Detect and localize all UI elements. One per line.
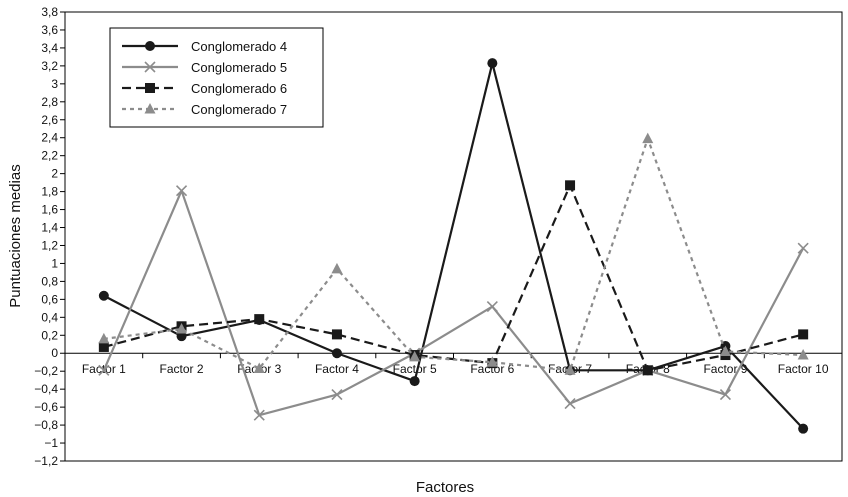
y-tick-label: 0,4 xyxy=(41,310,58,324)
y-tick-label: 3,2 xyxy=(41,59,58,73)
data-point xyxy=(176,331,187,342)
data-point xyxy=(798,329,809,340)
data-point xyxy=(176,322,188,334)
y-tick-label: 2,6 xyxy=(41,113,58,127)
legend-label: Conglomerado 7 xyxy=(191,102,287,117)
data-point xyxy=(487,58,498,69)
data-point xyxy=(331,329,342,340)
y-tick-label: 1,8 xyxy=(41,185,58,199)
data-point xyxy=(98,341,109,352)
y-tick-label: 1 xyxy=(51,256,58,270)
y-tick-label: −0,4 xyxy=(34,382,58,396)
y-tick-label: −0,8 xyxy=(34,418,58,432)
series-line-1 xyxy=(103,62,804,430)
y-tick-label: 0,2 xyxy=(41,328,58,342)
y-tick-label: 3 xyxy=(51,77,58,91)
y-tick-label: 3,4 xyxy=(41,41,58,55)
series-layer xyxy=(98,58,809,434)
data-point xyxy=(331,262,343,274)
legend-label: Conglomerado 4 xyxy=(191,39,287,54)
y-tick-label: 2,8 xyxy=(41,95,58,109)
data-point xyxy=(254,314,265,325)
data-point xyxy=(145,41,155,51)
data-point xyxy=(98,332,110,344)
data-point xyxy=(409,350,421,362)
y-tick-label: 2 xyxy=(51,167,58,181)
x-tick-label: Factor 4 xyxy=(315,362,359,376)
legend-label: Conglomerado 6 xyxy=(191,81,287,96)
y-axis-title: Puntuaciones medias xyxy=(7,164,24,307)
y-tick-label: −1 xyxy=(44,436,58,450)
x-tick-label: Factor 6 xyxy=(470,362,514,376)
y-tick-label: 0,8 xyxy=(41,274,58,288)
data-point xyxy=(797,242,809,254)
y-tick-label: 3,6 xyxy=(41,23,58,37)
y-tick-label: 2,4 xyxy=(41,131,58,145)
data-point xyxy=(409,376,420,387)
data-point xyxy=(797,349,809,360)
y-tick-label: −0,2 xyxy=(34,364,58,378)
data-point xyxy=(642,365,653,376)
data-point xyxy=(145,83,155,93)
data-point xyxy=(253,409,265,421)
data-point xyxy=(798,423,809,434)
data-point xyxy=(144,103,156,114)
x-tick-label: Factor 2 xyxy=(160,362,204,376)
y-tick-label: 1,2 xyxy=(41,238,58,252)
y-tick-label: 2,2 xyxy=(41,149,58,163)
data-point xyxy=(331,388,343,401)
data-point xyxy=(175,185,188,197)
y-tick-label: 3,8 xyxy=(41,5,58,19)
y-tick-label: −0,6 xyxy=(34,400,58,414)
x-axis-title: Factores xyxy=(416,479,474,496)
x-tick-label: Factor 10 xyxy=(778,362,829,376)
legend-label: Conglomerado 5 xyxy=(191,60,287,75)
data-point xyxy=(564,397,576,410)
data-point xyxy=(486,356,498,367)
y-tick-label: 1,6 xyxy=(41,203,58,217)
data-point xyxy=(719,388,732,401)
data-point xyxy=(98,364,110,376)
legend: Conglomerado 4 Conglomerado 5 Conglomerado… xyxy=(109,27,324,128)
y-tick-label: 0,6 xyxy=(41,292,58,306)
data-point xyxy=(331,348,342,359)
data-point xyxy=(144,61,156,73)
data-point xyxy=(565,180,576,191)
y-axis: −1,2 −1 −0,8 −0,6 −0,4 −0,2 0 0,2 0,4 0,6 0,8 1 1,2 1… xyxy=(34,5,65,468)
data-point xyxy=(486,300,498,313)
data-point xyxy=(253,362,265,374)
data-point xyxy=(642,132,654,144)
y-tick-label: 1,4 xyxy=(41,221,58,235)
series-line-2 xyxy=(102,189,805,417)
series-line-4 xyxy=(103,137,804,372)
y-tick-label: 0 xyxy=(51,346,58,360)
x-tick-label: Factor 5 xyxy=(393,362,437,376)
y-tick-label: −1,2 xyxy=(34,454,58,468)
data-point xyxy=(719,345,731,356)
data-point xyxy=(564,364,576,375)
data-point xyxy=(98,290,109,301)
